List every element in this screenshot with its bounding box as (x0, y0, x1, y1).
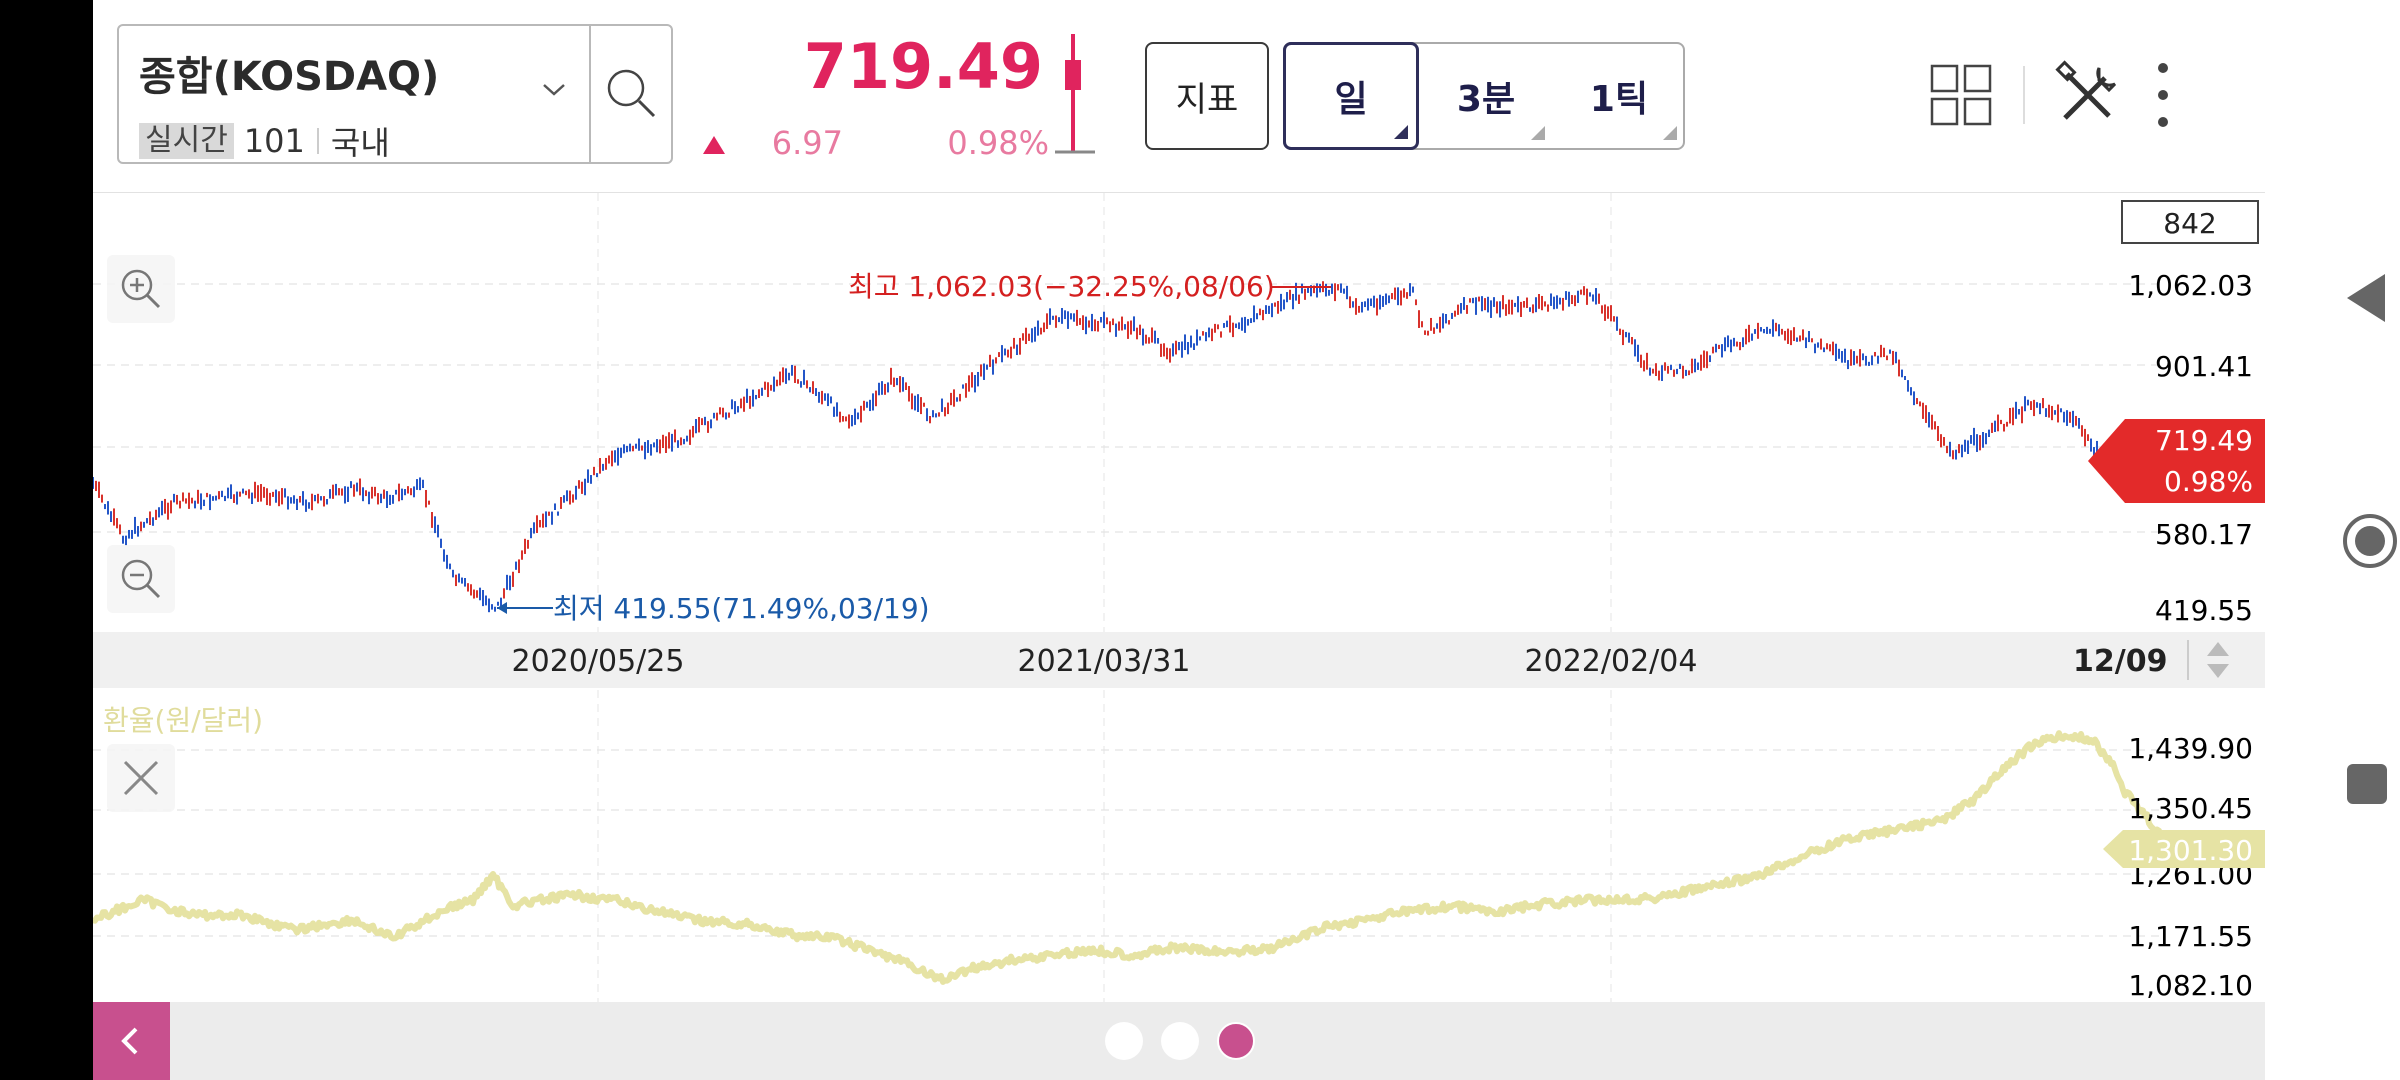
current-price: 719.49 (803, 30, 1043, 103)
symbol-selector[interactable]: 종합(KOSDAQ) 실시간 101 국내 (117, 24, 673, 164)
y-tick: 1,350.45 (2128, 792, 2253, 825)
nav-recents-icon[interactable] (2345, 762, 2389, 806)
symbol-name[interactable]: 종합(KOSDAQ) (139, 54, 440, 100)
mini-candle-icon (1055, 34, 1095, 154)
system-nav-bar (2265, 0, 2400, 1080)
indicator-button[interactable]: 지표 (1145, 42, 1269, 150)
fx-chart-title: 환율(원/달러) (103, 704, 263, 737)
price-chart-canvas[interactable]: 최고 1,062.03(−32.25%,08/06) 최저 419.55(71.… (92, 193, 2265, 633)
period-daily-label: 일 (1334, 79, 1368, 120)
price-candles (92, 281, 2212, 613)
realtime-tag: 실시간 (139, 123, 234, 159)
fx-current-value: 1,301.30 (2128, 834, 2253, 867)
period-1tick[interactable]: 1틱 (1553, 44, 1685, 148)
pager-dot[interactable] (1161, 1022, 1199, 1060)
price-grid (93, 193, 2165, 633)
back-button[interactable] (93, 1002, 170, 1080)
high-annotation: 최고 1,062.03(−32.25%,08/06) (848, 270, 1275, 303)
zoom-out-icon (121, 559, 161, 599)
high-marker: 최고 1,062.03(−32.25%,08/06) (848, 270, 1331, 303)
y-tick: 580.17 (2155, 518, 2253, 551)
y-tick: 1,439.90 (2128, 732, 2253, 765)
period-daily[interactable]: 일 (1283, 42, 1419, 150)
visible-count-box: 842 (2163, 207, 2216, 240)
dropdown-corner-icon (1663, 126, 1677, 140)
low-annotation: 최저 419.55(71.49%,03/19) (553, 592, 930, 625)
date-axis[interactable]: 2020/05/25 2021/03/31 2022/02/04 12/09 (93, 632, 2265, 688)
tools-icon[interactable] (2053, 60, 2123, 130)
y-tick: 1,082.10 (2128, 969, 2253, 1002)
search-icon (607, 69, 656, 118)
price-change: 6.97 (771, 124, 843, 162)
dropdown-corner-icon (1394, 125, 1408, 139)
y-tick: 419.55 (2155, 594, 2253, 627)
period-selector: 일 3분 1틱 (1283, 42, 1685, 150)
y-tick: 901.41 (2155, 350, 2253, 383)
last-date: 12/09 (2073, 644, 2168, 679)
dropdown-corner-icon (1531, 126, 1545, 140)
zoom-out-button[interactable] (107, 545, 175, 613)
fx-rate-chart-canvas[interactable]: 1,439.90 1,350.45 1,261.00 1,171.55 1,08… (92, 690, 2265, 1002)
date-tick: 2020/05/25 (511, 644, 685, 679)
market-label: 국내 (330, 124, 390, 162)
period-3min[interactable]: 3분 (1419, 44, 1553, 148)
date-tick: 2022/02/04 (1524, 644, 1698, 679)
symbol-meta: 실시간 101 국내 (139, 118, 390, 164)
period-1tick-label: 1틱 (1589, 79, 1649, 120)
current-price-tag: 719.49 0.98% (2088, 419, 2265, 503)
pager-bar (93, 1002, 2265, 1080)
price-y-axis: 1,062.03 901.41 580.17 419.55 (2128, 269, 2253, 627)
price-change-rate: 0.98% (947, 124, 1049, 162)
date-tick: 2021/03/31 (1017, 644, 1191, 679)
price-chart[interactable]: 최고 1,062.03(−32.25%,08/06) 최저 419.55(71.… (92, 192, 2265, 633)
search-divider (589, 26, 591, 162)
fx-current-tag: 1,301.30 (2103, 830, 2265, 868)
zoom-in-button[interactable] (107, 255, 175, 323)
low-marker: 최저 419.55(71.49%,03/19) (497, 592, 930, 625)
zoom-in-icon (121, 269, 161, 309)
pager-dot[interactable] (1105, 1022, 1143, 1060)
chevron-down-icon[interactable] (539, 74, 569, 104)
current-price-tag-value: 719.49 (2155, 424, 2253, 457)
close-subchart-button[interactable] (107, 744, 175, 812)
search-button[interactable] (591, 26, 673, 162)
date-axis-divider (2187, 640, 2189, 680)
toolbar-divider (2023, 66, 2025, 124)
back-icon (120, 1027, 137, 1055)
fx-rate-chart[interactable]: 1,439.90 1,350.45 1,261.00 1,171.55 1,08… (92, 690, 2265, 1002)
current-price-tag-rate: 0.98% (2164, 465, 2253, 498)
up-arrow-icon (703, 136, 725, 154)
y-tick: 1,171.55 (2128, 920, 2253, 953)
close-icon (123, 760, 159, 796)
symbol-code: 101 (243, 122, 305, 160)
chart-resize-handle-icon[interactable] (2203, 638, 2233, 682)
period-3min-label: 3분 (1456, 79, 1516, 120)
layout-grid-icon[interactable] (1930, 64, 1992, 126)
meta-divider (316, 128, 319, 154)
pager-dot-active[interactable] (1217, 1022, 1255, 1060)
more-vertical-icon[interactable] (2153, 60, 2173, 130)
fx-rate-line (92, 730, 2206, 985)
chart-header: 종합(KOSDAQ) 실시간 101 국내 719.49 6.97 0.98% … (93, 0, 2265, 190)
left-system-bar (0, 0, 93, 1080)
y-tick: 1,062.03 (2128, 269, 2253, 302)
nav-back-icon[interactable] (2345, 272, 2389, 324)
nav-home-icon[interactable] (2341, 512, 2399, 570)
